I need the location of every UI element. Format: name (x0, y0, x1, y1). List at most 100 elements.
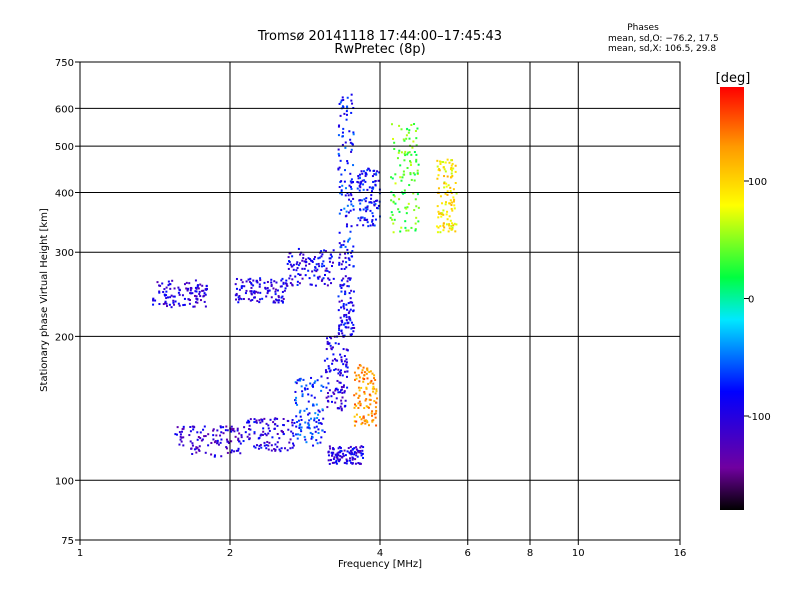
echo-point (311, 260, 314, 263)
echo-point (191, 292, 194, 295)
echo-point (347, 326, 350, 329)
echo-point (338, 261, 341, 264)
echo-point (417, 163, 420, 166)
echo-point (402, 138, 405, 141)
echo-point (292, 263, 295, 266)
echo-point (291, 446, 294, 449)
echo-point (356, 187, 359, 190)
echo-point (245, 289, 248, 292)
echo-point (358, 389, 361, 392)
echo-point (255, 419, 258, 422)
echo-point (374, 412, 377, 415)
echo-point (274, 423, 277, 426)
echo-point (185, 281, 188, 284)
echo-point (446, 193, 449, 196)
echo-point (336, 407, 339, 410)
echo-point (392, 137, 395, 140)
echo-point (291, 278, 294, 281)
echo-point (180, 440, 183, 443)
echo-point (413, 123, 416, 126)
echo-point (362, 366, 365, 369)
echo-point (154, 299, 157, 302)
echo-point (340, 290, 343, 293)
echo-point (310, 417, 313, 420)
echo-point (286, 449, 289, 452)
echo-point (446, 218, 449, 221)
echo-point (280, 299, 283, 302)
echo-point (340, 409, 343, 412)
echo-point (287, 428, 290, 431)
echo-point (455, 223, 458, 226)
echo-point (362, 380, 365, 383)
echo-point (207, 433, 210, 436)
echo-point (416, 127, 419, 130)
echo-point (361, 172, 364, 175)
echo-point (392, 193, 395, 196)
echo-point (347, 257, 350, 260)
echo-point (300, 430, 303, 433)
echo-point (196, 446, 199, 449)
x-tick-label: 16 (674, 548, 687, 559)
echo-point (350, 461, 353, 464)
echo-point (359, 183, 362, 186)
echo-point (182, 425, 185, 428)
echo-point (416, 193, 419, 196)
echo-point (239, 297, 242, 300)
echo-point (346, 204, 349, 207)
echo-point (349, 278, 352, 281)
echo-point (276, 424, 279, 427)
echo-point (449, 219, 452, 222)
echo-point (326, 392, 329, 395)
echo-point (288, 441, 291, 444)
echo-point (316, 268, 319, 271)
echo-point (342, 277, 345, 280)
echo-point (237, 449, 240, 452)
echo-point (353, 415, 356, 418)
echo-point (349, 172, 352, 175)
echo-point (375, 172, 378, 175)
echo-point (338, 407, 341, 410)
echo-point (180, 436, 183, 439)
echo-point (350, 148, 353, 151)
echo-point (347, 285, 350, 288)
echo-point (248, 280, 251, 283)
colorbar-tick-label: 100 (748, 177, 767, 188)
echo-point (345, 358, 348, 361)
echo-point (406, 206, 409, 209)
echo-point (217, 443, 220, 446)
echo-point (370, 379, 373, 382)
echo-point (342, 305, 345, 308)
echo-point (348, 184, 351, 187)
echo-point (341, 143, 344, 146)
echo-point (259, 443, 262, 446)
echo-point (204, 305, 207, 308)
echo-point (191, 452, 194, 455)
y-axis-label: Stationary phase Virtual Height [km] (39, 208, 50, 392)
echo-point (325, 386, 328, 389)
echo-point (249, 290, 252, 293)
echo-point (274, 298, 277, 301)
echo-point (298, 426, 301, 429)
echo-point (166, 305, 169, 308)
echo-point (318, 410, 321, 413)
echo-point (345, 462, 348, 465)
echo-point (255, 290, 258, 293)
echo-point (289, 438, 292, 441)
echo-point (171, 279, 174, 282)
echo-point (362, 170, 365, 173)
echo-point (342, 243, 345, 246)
echo-point (295, 263, 298, 266)
echo-point (334, 368, 337, 371)
echo-point (338, 231, 341, 234)
echo-point (351, 255, 354, 258)
echo-point (347, 447, 350, 450)
echo-point (276, 289, 279, 292)
echo-point (390, 123, 393, 126)
echo-point (344, 404, 347, 407)
echo-point (453, 204, 456, 207)
echo-point (297, 273, 300, 276)
echo-point (213, 441, 216, 444)
echo-point (443, 186, 446, 189)
echo-point (350, 289, 353, 292)
echo-point (340, 449, 343, 452)
